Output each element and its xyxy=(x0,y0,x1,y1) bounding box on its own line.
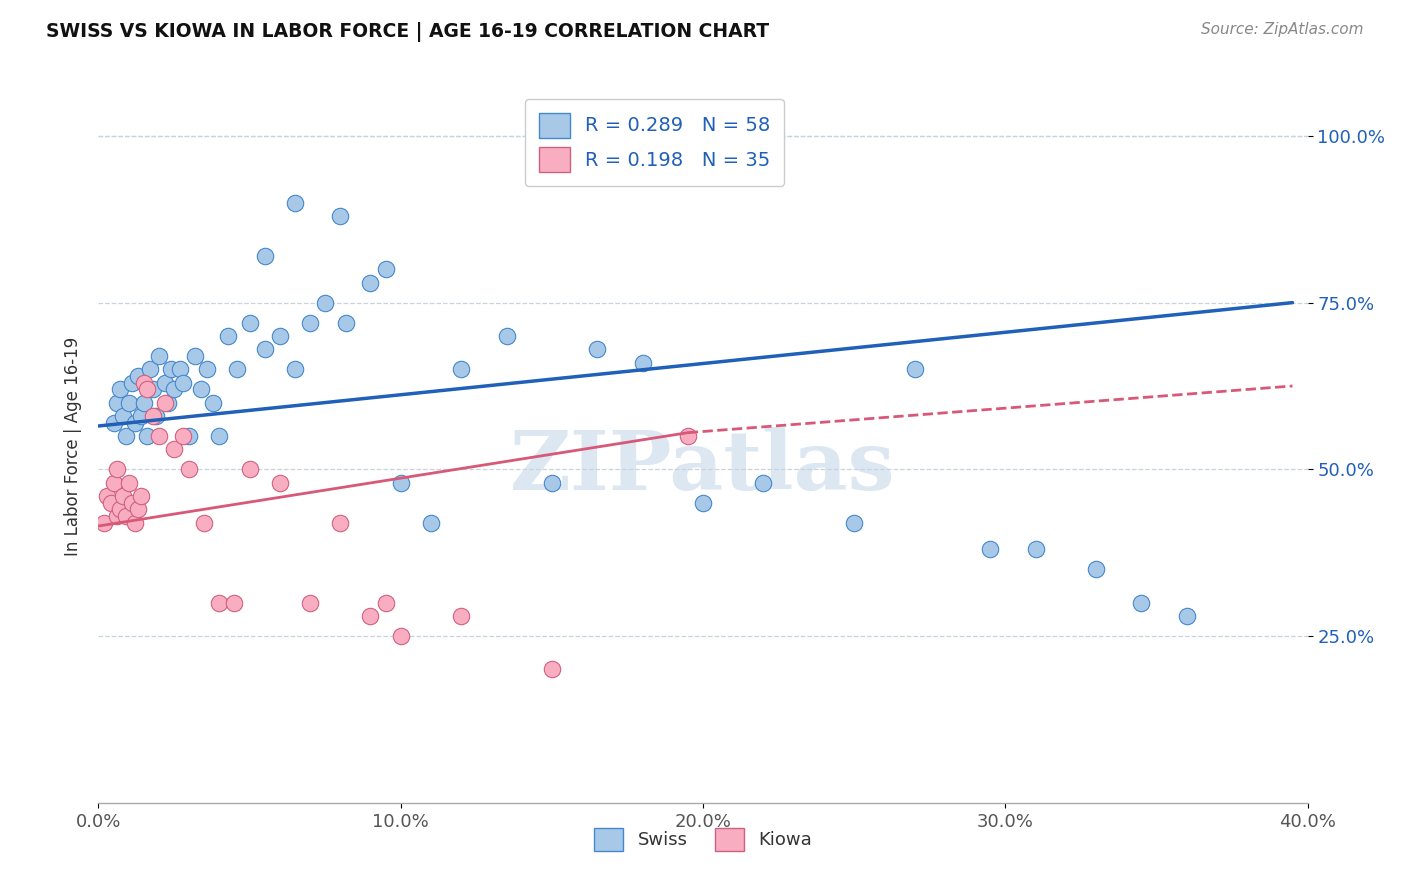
Point xyxy=(184,349,207,363)
Point xyxy=(284,195,307,210)
Point xyxy=(752,475,775,490)
Point xyxy=(111,409,134,423)
Point xyxy=(335,316,357,330)
Point xyxy=(284,362,307,376)
Point xyxy=(269,475,291,490)
Point xyxy=(121,376,143,390)
Point xyxy=(389,475,412,490)
Point xyxy=(208,429,231,443)
Point xyxy=(239,462,262,476)
Point xyxy=(100,496,122,510)
Point xyxy=(374,596,396,610)
Point xyxy=(495,329,517,343)
Point xyxy=(105,509,128,524)
Point xyxy=(217,329,239,343)
Y-axis label: In Labor Force | Age 16-19: In Labor Force | Age 16-19 xyxy=(63,336,82,556)
Point xyxy=(172,376,194,390)
Point xyxy=(108,382,131,396)
Point xyxy=(420,516,443,530)
Point xyxy=(389,629,412,643)
Point xyxy=(105,395,128,409)
Point xyxy=(1024,542,1046,557)
Point xyxy=(190,382,212,396)
Point xyxy=(1085,562,1108,576)
Point xyxy=(135,429,157,443)
Point xyxy=(692,496,714,510)
Point xyxy=(96,489,118,503)
Point xyxy=(129,409,152,423)
Point xyxy=(132,395,155,409)
Point xyxy=(160,362,183,376)
Point xyxy=(124,416,146,430)
Point xyxy=(193,516,215,530)
Point xyxy=(169,362,191,376)
Point xyxy=(156,395,179,409)
Point xyxy=(586,343,609,357)
Point xyxy=(103,475,125,490)
Point xyxy=(114,509,136,524)
Point xyxy=(374,262,396,277)
Point xyxy=(179,462,201,476)
Point xyxy=(129,489,152,503)
Point xyxy=(202,395,225,409)
Point xyxy=(239,316,262,330)
Point xyxy=(93,516,115,530)
Point xyxy=(148,429,170,443)
Point xyxy=(179,429,201,443)
Point xyxy=(540,475,562,490)
Point xyxy=(142,409,165,423)
Point xyxy=(105,462,128,476)
Point xyxy=(1175,609,1198,624)
Point xyxy=(299,316,322,330)
Text: Source: ZipAtlas.com: Source: ZipAtlas.com xyxy=(1201,22,1364,37)
Text: ZIPatlas: ZIPatlas xyxy=(510,427,896,508)
Legend: Swiss, Kiowa: Swiss, Kiowa xyxy=(588,821,818,858)
Point xyxy=(676,429,699,443)
Point xyxy=(127,502,149,516)
Point xyxy=(299,596,322,610)
Point xyxy=(145,409,167,423)
Point xyxy=(450,362,472,376)
Point xyxy=(135,382,157,396)
Point xyxy=(148,349,170,363)
Point xyxy=(450,609,472,624)
Point xyxy=(124,516,146,530)
Point xyxy=(114,429,136,443)
Point xyxy=(132,376,155,390)
Point xyxy=(253,249,276,263)
Point xyxy=(253,343,276,357)
Point xyxy=(631,356,654,370)
Point xyxy=(540,662,562,676)
Point xyxy=(195,362,218,376)
Point xyxy=(139,362,162,376)
Point xyxy=(108,502,131,516)
Point xyxy=(118,395,141,409)
Point xyxy=(269,329,291,343)
Point xyxy=(163,382,186,396)
Point xyxy=(1130,596,1153,610)
Point xyxy=(226,362,249,376)
Point xyxy=(224,596,246,610)
Point xyxy=(142,382,165,396)
Point xyxy=(127,368,149,383)
Point xyxy=(208,596,231,610)
Point xyxy=(172,429,194,443)
Point xyxy=(153,376,176,390)
Point xyxy=(163,442,186,457)
Point xyxy=(103,416,125,430)
Point xyxy=(904,362,927,376)
Point xyxy=(360,276,382,290)
Text: SWISS VS KIOWA IN LABOR FORCE | AGE 16-19 CORRELATION CHART: SWISS VS KIOWA IN LABOR FORCE | AGE 16-1… xyxy=(46,22,769,42)
Point xyxy=(979,542,1001,557)
Point xyxy=(153,395,176,409)
Point xyxy=(314,295,336,310)
Point xyxy=(118,475,141,490)
Point xyxy=(111,489,134,503)
Point xyxy=(844,516,866,530)
Point xyxy=(121,496,143,510)
Point xyxy=(360,609,382,624)
Point xyxy=(329,516,352,530)
Point xyxy=(329,209,352,223)
